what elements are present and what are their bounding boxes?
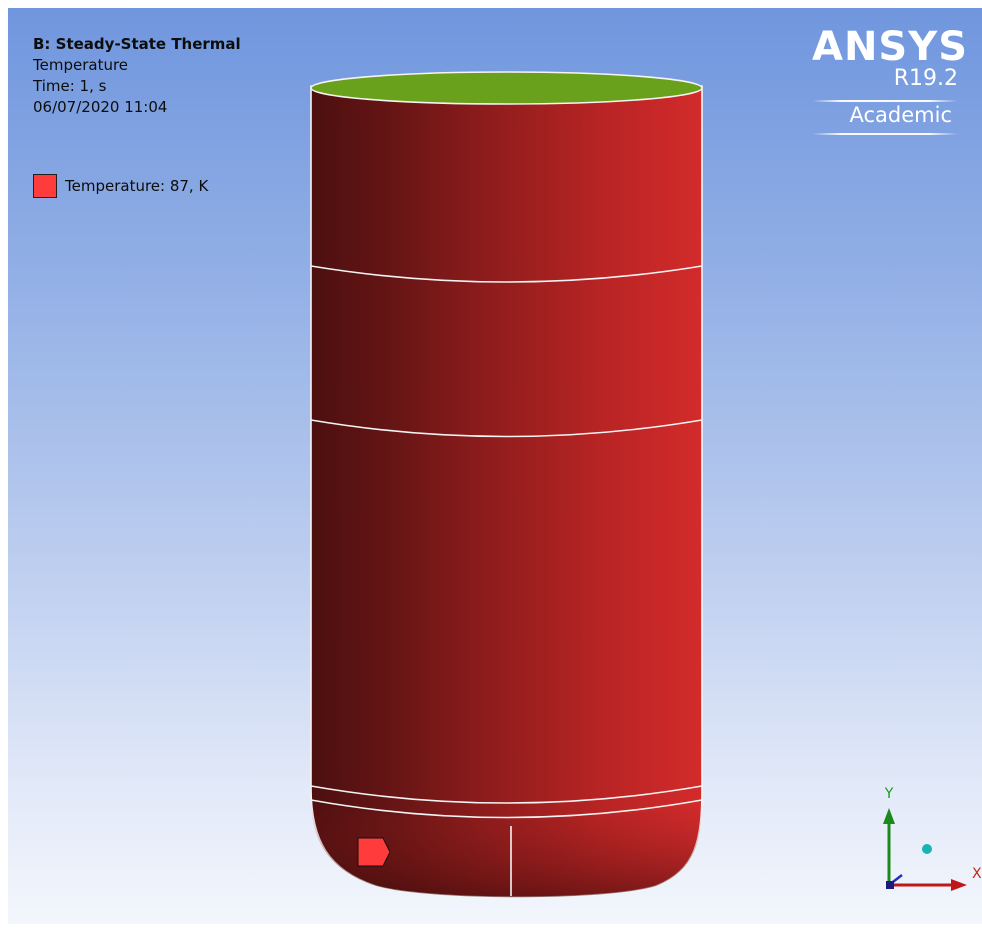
edge-line [310, 785, 703, 804]
brand-edition: Academic [812, 100, 958, 135]
brand-version: R19.2 [893, 66, 958, 91]
legend-swatch [33, 174, 57, 198]
edge-line [310, 799, 703, 819]
edge-line [310, 419, 703, 438]
legend[interactable]: Temperature: 87, K [33, 174, 208, 198]
x-arrow-icon [951, 879, 967, 891]
tank-top-face[interactable] [310, 71, 703, 105]
y-arrow-icon [883, 808, 895, 824]
coordinate-triad[interactable]: Y X [883, 786, 982, 891]
ansys-brand: ANSYS R19.2 Academic [812, 24, 969, 135]
result-info: B: Steady-State Thermal Temperature Time… [33, 34, 241, 118]
tank-body[interactable] [310, 85, 703, 899]
result-timestamp: 06/07/2020 11:04 [33, 98, 168, 116]
edge-line [310, 265, 703, 283]
y-axis-label: Y [884, 786, 894, 802]
model-view[interactable]: Y X [8, 8, 982, 924]
result-type: Temperature [33, 56, 129, 74]
graphics-viewport[interactable]: Y X B: Steady-State Thermal Temperature … [8, 8, 982, 924]
legend-label: Temperature: 87, K [65, 177, 209, 195]
brand-name: ANSYS [812, 24, 969, 70]
triad-origin [886, 881, 894, 889]
x-axis-label: X [972, 866, 982, 882]
temperature-marker[interactable] [357, 837, 391, 867]
result-time: Time: 1, s [33, 77, 107, 95]
body-edges [310, 265, 703, 896]
analysis-title: B: Steady-State Thermal [33, 35, 241, 53]
iso-view-ball-icon[interactable] [922, 844, 932, 854]
